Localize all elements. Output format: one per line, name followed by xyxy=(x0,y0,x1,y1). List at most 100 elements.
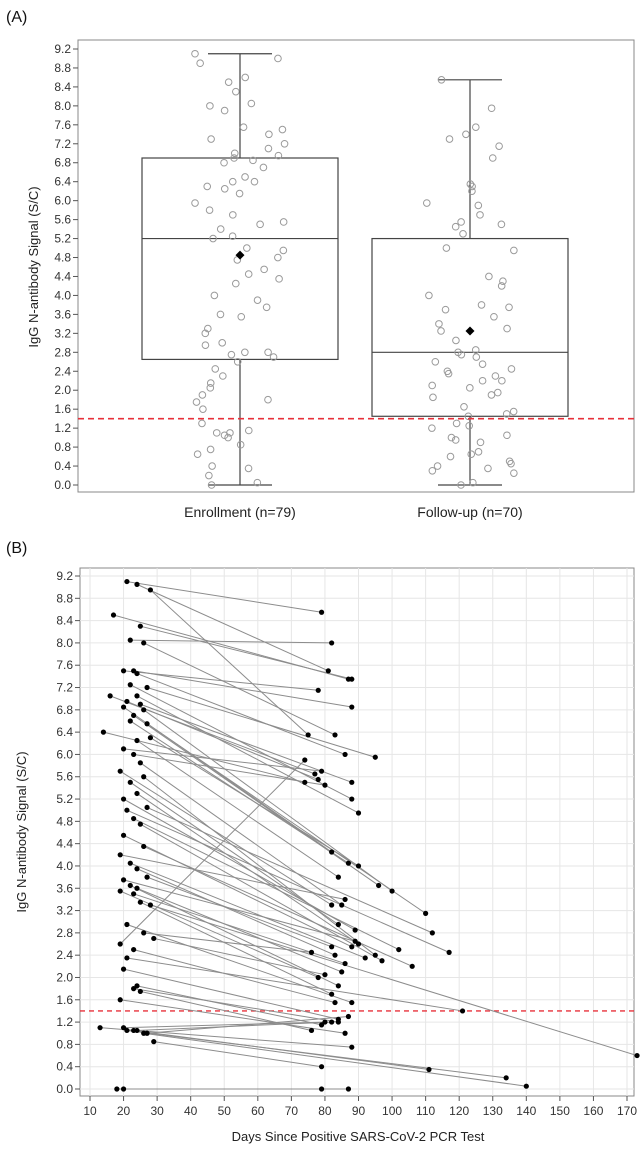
jitter-point xyxy=(206,445,215,454)
pair-line xyxy=(120,854,346,900)
jitter-point xyxy=(259,163,268,172)
pair-point-follow-up xyxy=(376,882,382,889)
jitter-point xyxy=(444,369,453,378)
jitter-point xyxy=(211,365,220,373)
pair-point-enrollment xyxy=(137,821,143,827)
pair-line xyxy=(136,695,359,814)
panel-b-y-tick-label: 4.0 xyxy=(56,859,73,873)
panel-a-y-tick-label: 8.0 xyxy=(54,99,71,113)
pair-point-enrollment xyxy=(117,768,123,774)
pair-point-enrollment xyxy=(120,1086,127,1092)
pair-point-enrollment xyxy=(131,986,137,992)
chart-panel-b: (B) IgG N-antibody Signal (S/C) 0.00.40.… xyxy=(6,540,640,1144)
pair-line xyxy=(133,949,336,1004)
pair-point-enrollment xyxy=(131,815,137,822)
panel-a-y-tick-label: 1.6 xyxy=(54,402,71,416)
pair-line xyxy=(143,932,312,953)
jitter-point xyxy=(198,391,207,399)
pair-point-follow-up xyxy=(429,930,435,936)
panel-b-y-tick-label: 3.6 xyxy=(56,881,73,895)
jitter-point xyxy=(462,130,470,139)
jitter-point xyxy=(502,410,511,418)
pair-line xyxy=(146,723,426,914)
panel-b-y-tick-label: 8.4 xyxy=(56,614,73,628)
jitter-point xyxy=(244,464,253,473)
panel-a-y-tick-label: 4.0 xyxy=(54,288,71,302)
pair-point-follow-up xyxy=(312,771,318,777)
jitter-point xyxy=(465,421,473,430)
pair-point-follow-up xyxy=(329,640,335,646)
pair-point-enrollment xyxy=(127,779,133,785)
pair-point-enrollment xyxy=(120,746,127,752)
pair-point-follow-up xyxy=(329,991,335,997)
panel-a-y-tick-label: 2.0 xyxy=(54,383,71,397)
jitter-point xyxy=(487,104,496,113)
pair-point-enrollment xyxy=(117,997,123,1003)
jitter-point xyxy=(472,353,481,361)
panel-a-y-tick-label: 9.2 xyxy=(54,42,71,56)
panel-b-y-tick-label: 6.4 xyxy=(56,725,73,739)
pair-line xyxy=(123,834,353,948)
jitter-point xyxy=(503,431,511,440)
jitter-point xyxy=(220,106,229,115)
jitter-point xyxy=(460,403,468,411)
category-label-enrollment: Enrollment (n=79) xyxy=(184,504,296,520)
jitter-point xyxy=(447,433,456,442)
panel-a-y-tick-label: 4.4 xyxy=(54,269,71,283)
jitter-point xyxy=(446,452,455,461)
pair-point-enrollment xyxy=(124,578,130,585)
jitter-point xyxy=(498,376,506,385)
panel-b-x-tick-label: 90 xyxy=(352,1104,366,1118)
pair-point-enrollment xyxy=(124,1027,130,1034)
jitter-point xyxy=(495,142,503,150)
jitter-point xyxy=(464,412,473,421)
jitter-point xyxy=(484,464,492,473)
jitter-point xyxy=(478,360,487,368)
jitter-point xyxy=(471,123,480,131)
jitter-point xyxy=(220,185,229,193)
panel-b-y-tick-label: 0.8 xyxy=(56,1037,73,1051)
pair-point-follow-up xyxy=(409,963,415,969)
jitter-point xyxy=(265,130,273,139)
panel-b-y-tick-label: 9.2 xyxy=(56,569,73,583)
pair-point-follow-up xyxy=(342,960,348,967)
jitter-point xyxy=(239,123,248,131)
pair-point-follow-up xyxy=(372,952,378,958)
pair-line xyxy=(150,737,359,867)
jitter-point xyxy=(433,462,442,470)
panel-a-y-tick-label: 3.6 xyxy=(54,307,71,321)
pair-point-follow-up xyxy=(342,1030,348,1036)
pair-point-enrollment xyxy=(151,1039,157,1045)
jitter-point xyxy=(493,388,502,397)
pair-point-follow-up xyxy=(329,1019,335,1025)
pair-point-enrollment xyxy=(124,698,130,705)
pair-line xyxy=(136,673,346,755)
pair-point-follow-up xyxy=(345,1086,352,1092)
pair-line xyxy=(140,823,383,962)
jitter-point xyxy=(274,253,282,262)
jitter-point xyxy=(269,353,278,361)
panel-b-y-tick-label: 7.2 xyxy=(56,681,73,695)
pair-point-follow-up xyxy=(308,949,315,955)
jitter-point xyxy=(278,125,287,134)
pair-point-follow-up xyxy=(329,849,335,855)
pair-point-follow-up xyxy=(459,1008,466,1014)
jitter-point xyxy=(264,144,273,153)
panel-b-y-tick-label: 8.0 xyxy=(56,636,73,650)
jitter-point xyxy=(485,272,493,281)
pair-point-enrollment xyxy=(100,729,107,735)
pair-line xyxy=(143,1032,527,1087)
pair-point-enrollment xyxy=(144,874,150,880)
pair-point-enrollment xyxy=(134,885,140,891)
pair-line xyxy=(126,1029,507,1079)
jitter-point xyxy=(262,303,271,312)
panel-b-x-tick-label: 30 xyxy=(150,1104,164,1118)
pair-point-follow-up xyxy=(349,1044,355,1050)
pair-line xyxy=(143,845,413,967)
panel-a-y-tick-label: 5.6 xyxy=(54,213,71,227)
pair-point-enrollment xyxy=(147,735,154,741)
jitter-point xyxy=(457,481,465,489)
pair-point-enrollment xyxy=(120,704,127,710)
pair-point-follow-up xyxy=(423,910,429,916)
pair-point-follow-up xyxy=(446,949,452,955)
